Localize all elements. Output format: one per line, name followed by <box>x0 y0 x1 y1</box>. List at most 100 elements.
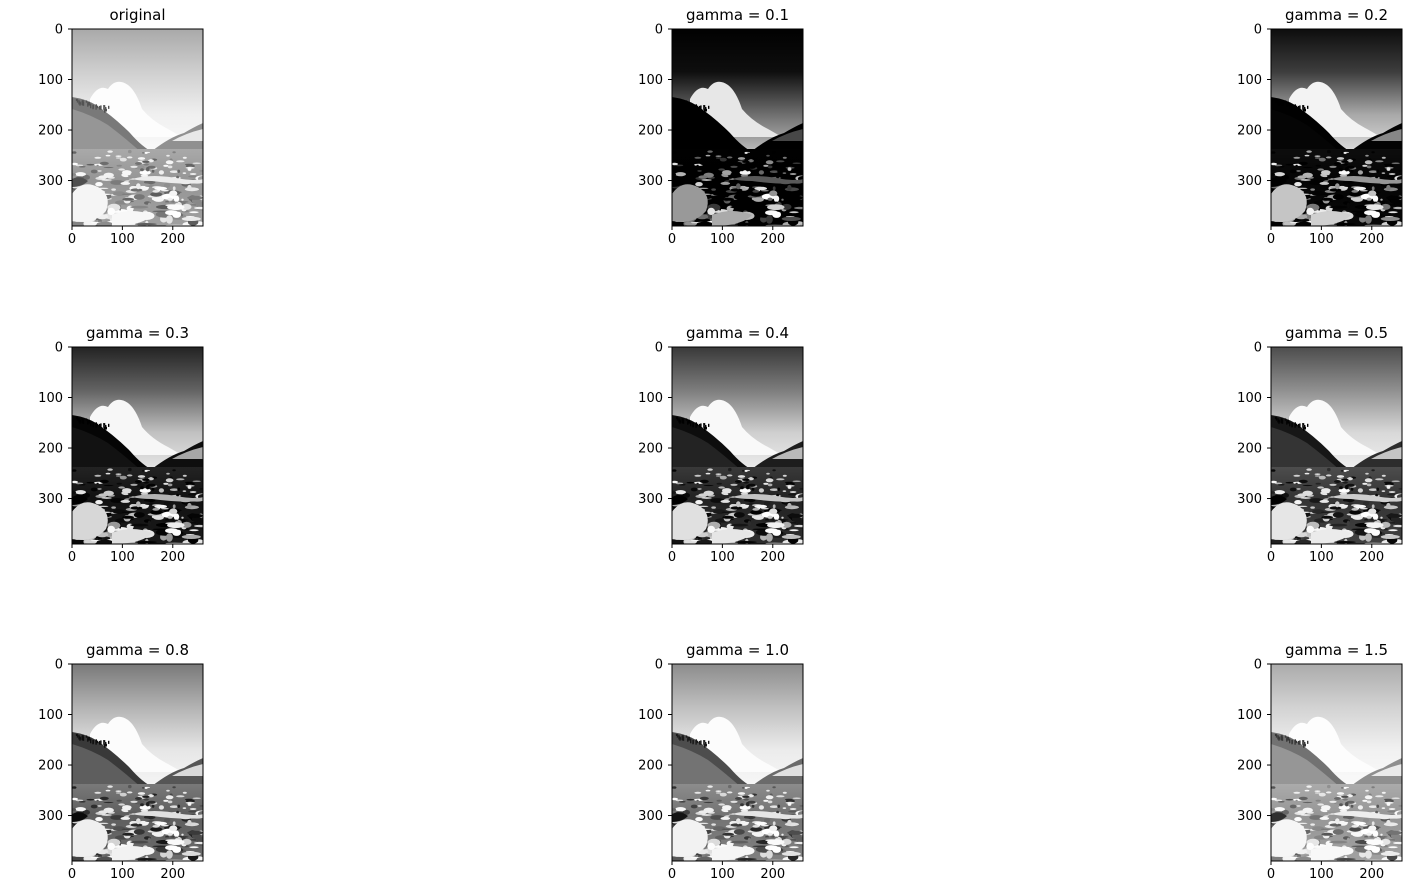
subplot-title: gamma = 0.3 <box>86 324 189 342</box>
y-tick-label: 0 <box>1254 341 1262 356</box>
y-tick-label: 200 <box>1237 124 1262 139</box>
y-tick-label: 0 <box>55 658 63 673</box>
axes-frame <box>71 346 204 545</box>
y-tick-label: 300 <box>638 809 663 824</box>
axes-frame <box>1270 346 1403 545</box>
axes-frame <box>71 663 204 862</box>
subplot-title: gamma = 0.1 <box>686 6 789 24</box>
subplot-title: gamma = 1.5 <box>1285 641 1388 659</box>
x-tick-label: 0 <box>668 550 676 565</box>
subplot-panel: gamma = 0.8 0 100 200 0 100 200 300 <box>38 641 204 882</box>
y-tick-label: 0 <box>655 658 663 673</box>
axes-frame <box>671 663 804 862</box>
x-tick-label: 200 <box>1359 550 1384 565</box>
y-tick-label: 100 <box>638 73 663 88</box>
y-tick-label: 300 <box>1237 492 1262 507</box>
y-tick-label: 200 <box>638 124 663 139</box>
y-tick-label: 300 <box>638 174 663 189</box>
x-tick-label: 0 <box>1267 867 1275 882</box>
y-tick-label: 0 <box>1254 23 1262 38</box>
axes-frame <box>71 28 204 227</box>
y-tick-label: 300 <box>38 809 63 824</box>
axes-frame <box>1270 28 1403 227</box>
x-tick-label: 100 <box>710 867 735 882</box>
y-tick-label: 100 <box>38 391 63 406</box>
subplot-title: gamma = 1.0 <box>686 641 789 659</box>
x-tick-label: 200 <box>760 550 785 565</box>
x-tick-label: 100 <box>110 867 135 882</box>
x-tick-label: 0 <box>668 232 676 247</box>
y-tick-label: 300 <box>638 492 663 507</box>
y-tick-label: 0 <box>55 341 63 356</box>
y-tick-label: 100 <box>38 708 63 723</box>
subplot-panel: gamma = 1.0 0 100 200 0 100 200 300 <box>638 641 804 882</box>
grayscale-landscape-image <box>1271 347 1402 544</box>
y-tick-label: 200 <box>638 759 663 774</box>
subplot-panel: gamma = 1.5 0 100 200 0 100 200 300 <box>1237 641 1403 882</box>
y-tick-label: 300 <box>1237 174 1262 189</box>
grayscale-landscape-image <box>1271 29 1402 226</box>
y-tick-label: 300 <box>38 174 63 189</box>
subplot-panel: gamma = 0.2 0 100 200 0 100 200 300 <box>1237 6 1403 247</box>
y-tick-label: 0 <box>1254 658 1262 673</box>
grayscale-landscape-image <box>672 29 803 226</box>
y-tick-label: 100 <box>1237 708 1262 723</box>
y-tick-label: 200 <box>38 759 63 774</box>
y-tick-label: 200 <box>1237 759 1262 774</box>
x-tick-label: 100 <box>1309 550 1334 565</box>
x-tick-label: 0 <box>68 550 76 565</box>
subplot-panel: gamma = 0.5 0 100 200 0 100 200 300 <box>1237 324 1403 565</box>
y-tick-label: 100 <box>1237 73 1262 88</box>
subplot-title: gamma = 0.4 <box>686 324 789 342</box>
grayscale-landscape-image <box>1271 664 1402 861</box>
subplot-title: original <box>109 6 165 24</box>
grayscale-landscape-image <box>672 664 803 861</box>
x-tick-label: 100 <box>1309 867 1334 882</box>
subplot-title: gamma = 0.5 <box>1285 324 1388 342</box>
subplot-panel: gamma = 0.3 0 100 200 0 100 200 300 <box>38 324 204 565</box>
axes-frame <box>1270 663 1403 862</box>
x-tick-label: 200 <box>160 232 185 247</box>
y-tick-label: 300 <box>1237 809 1262 824</box>
x-tick-label: 200 <box>1359 232 1384 247</box>
x-tick-label: 100 <box>710 550 735 565</box>
y-tick-label: 0 <box>655 23 663 38</box>
x-tick-label: 200 <box>1359 867 1384 882</box>
subplot-title: gamma = 0.8 <box>86 641 189 659</box>
x-tick-label: 100 <box>110 550 135 565</box>
x-tick-label: 100 <box>710 232 735 247</box>
axes-frame <box>671 28 804 227</box>
y-tick-label: 200 <box>38 124 63 139</box>
x-tick-label: 200 <box>760 867 785 882</box>
y-tick-label: 0 <box>655 341 663 356</box>
subplot-panel: original 0 100 200 0 100 200 300 <box>38 6 204 247</box>
x-tick-label: 200 <box>160 550 185 565</box>
subplot-title: gamma = 0.2 <box>1285 6 1388 24</box>
y-tick-label: 200 <box>1237 442 1262 457</box>
x-tick-label: 100 <box>1309 232 1334 247</box>
x-tick-label: 0 <box>1267 550 1275 565</box>
subplot-panel: gamma = 0.1 0 100 200 0 100 200 300 <box>638 6 804 247</box>
y-tick-label: 100 <box>638 391 663 406</box>
y-tick-label: 100 <box>1237 391 1262 406</box>
y-tick-label: 100 <box>38 73 63 88</box>
subplot-panel: gamma = 0.4 0 100 200 0 100 200 300 <box>638 324 804 565</box>
grayscale-landscape-image <box>72 347 203 544</box>
y-tick-label: 100 <box>638 708 663 723</box>
axes-frame <box>671 346 804 545</box>
y-tick-label: 200 <box>638 442 663 457</box>
grayscale-landscape-image <box>672 347 803 544</box>
y-tick-label: 0 <box>55 23 63 38</box>
y-tick-label: 200 <box>38 442 63 457</box>
x-tick-label: 100 <box>110 232 135 247</box>
grayscale-landscape-image <box>72 664 203 861</box>
x-tick-label: 0 <box>1267 232 1275 247</box>
x-tick-label: 0 <box>68 232 76 247</box>
x-tick-label: 0 <box>68 867 76 882</box>
y-tick-label: 300 <box>38 492 63 507</box>
x-tick-label: 200 <box>760 232 785 247</box>
grayscale-landscape-image <box>72 29 203 226</box>
x-tick-label: 0 <box>668 867 676 882</box>
x-tick-label: 200 <box>160 867 185 882</box>
